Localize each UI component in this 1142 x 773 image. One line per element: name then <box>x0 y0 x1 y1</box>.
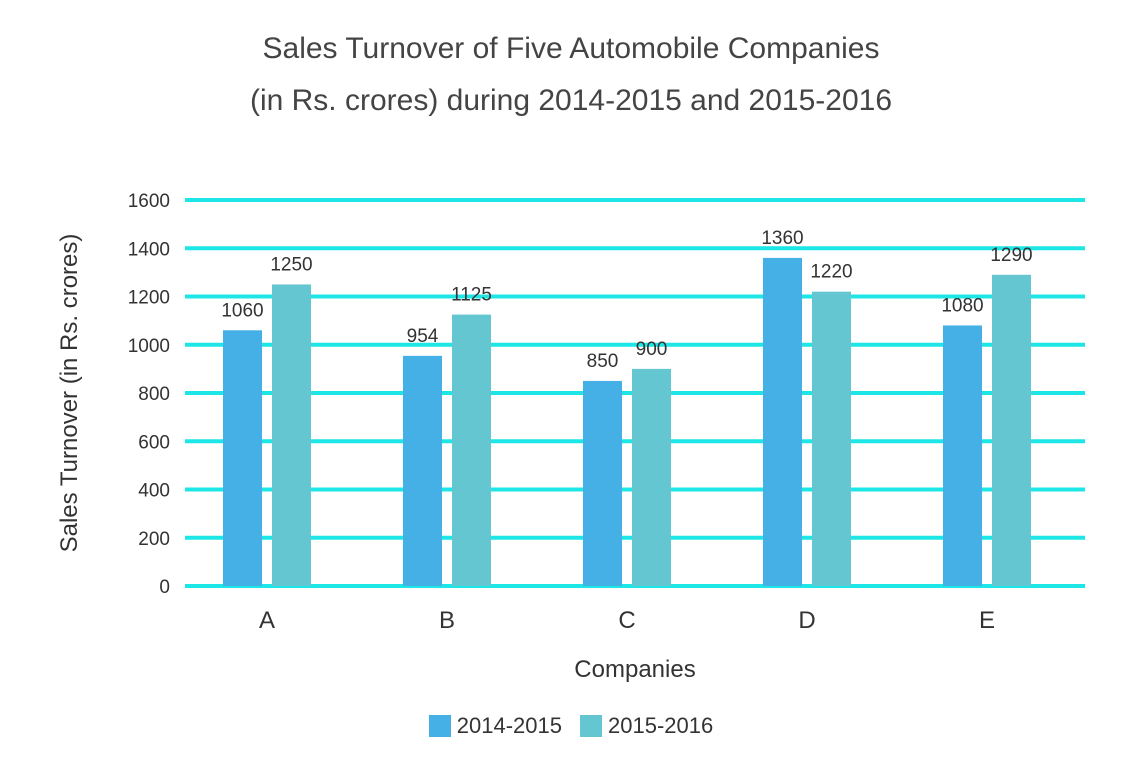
y-tick-label-0: 0 <box>159 577 170 598</box>
bar-D-series-2 <box>812 291 851 586</box>
bar-B-series-2 <box>452 314 491 586</box>
legend-label-series-1: 2014-2015 <box>456 713 562 738</box>
data-label-B-series-2: 1125 <box>451 285 492 306</box>
y-tick-label-1600: 1600 <box>128 191 170 212</box>
data-label-A-series-1: 1060 <box>221 300 263 321</box>
bar-A-series-1 <box>223 330 262 586</box>
chart-title-line-2: (in Rs. crores) during 2014-2015 and 201… <box>249 84 893 117</box>
y-axis-title: Sales Turnover (in Rs. crores) <box>56 234 83 553</box>
x-category-label-C: C <box>618 607 635 634</box>
x-category-label-D: D <box>798 607 815 634</box>
data-label-E-series-2: 1290 <box>990 245 1032 266</box>
bar-A-series-2 <box>272 284 311 586</box>
y-tick-label-400: 400 <box>138 481 170 502</box>
legend-item-series-2: 2015-2016 <box>580 713 713 739</box>
legend-swatch-series-2 <box>580 715 602 737</box>
chart-title-line-1: Sales Turnover of Five Automobile Compan… <box>262 32 880 65</box>
bar-E-series-2 <box>992 274 1031 586</box>
legend-label-series-2: 2015-2016 <box>608 713 714 738</box>
data-label-E-series-1: 1080 <box>941 295 983 316</box>
legend-swatch-series-1 <box>428 715 451 737</box>
y-tick-label-1400: 1400 <box>128 239 170 260</box>
y-tick-label-800: 800 <box>138 384 170 405</box>
y-axis-ticks: 0 200 400 600 800 1000 1200 1400 1600 <box>128 191 170 598</box>
data-label-A-series-2: 1250 <box>270 254 312 275</box>
data-label-B-series-1: 954 <box>407 326 439 347</box>
y-tick-label-1200: 1200 <box>128 288 170 309</box>
bar-D-series-1 <box>763 257 802 586</box>
bar-B-series-1 <box>403 355 442 586</box>
legend: 2014-2015 2015-2016 <box>0 713 1142 739</box>
x-category-label-A: A <box>259 607 275 634</box>
y-tick-label-1000: 1000 <box>128 336 170 357</box>
data-label-C-series-2: 900 <box>636 339 668 360</box>
legend-item-series-1: 2014-2015 <box>428 713 562 739</box>
y-tick-label-600: 600 <box>138 432 170 453</box>
bar-C-series-2 <box>632 368 671 586</box>
y-tick-label-200: 200 <box>138 529 170 550</box>
bar-C-series-1 <box>583 380 622 586</box>
data-label-D-series-1: 1360 <box>761 228 803 249</box>
bar-E-series-1 <box>943 325 982 586</box>
bars <box>223 257 1031 586</box>
data-label-C-series-1: 850 <box>587 351 619 372</box>
x-axis-title: Companies <box>574 656 695 683</box>
data-label-D-series-2: 1220 <box>810 262 852 283</box>
data-labels: 1060 1250 954 1125 850 900 1360 1220 1080 1290 <box>221 228 1032 372</box>
x-axis-categories: A B C D E <box>259 607 995 634</box>
x-category-label-B: B <box>439 607 455 634</box>
x-category-label-E: E <box>979 607 995 634</box>
